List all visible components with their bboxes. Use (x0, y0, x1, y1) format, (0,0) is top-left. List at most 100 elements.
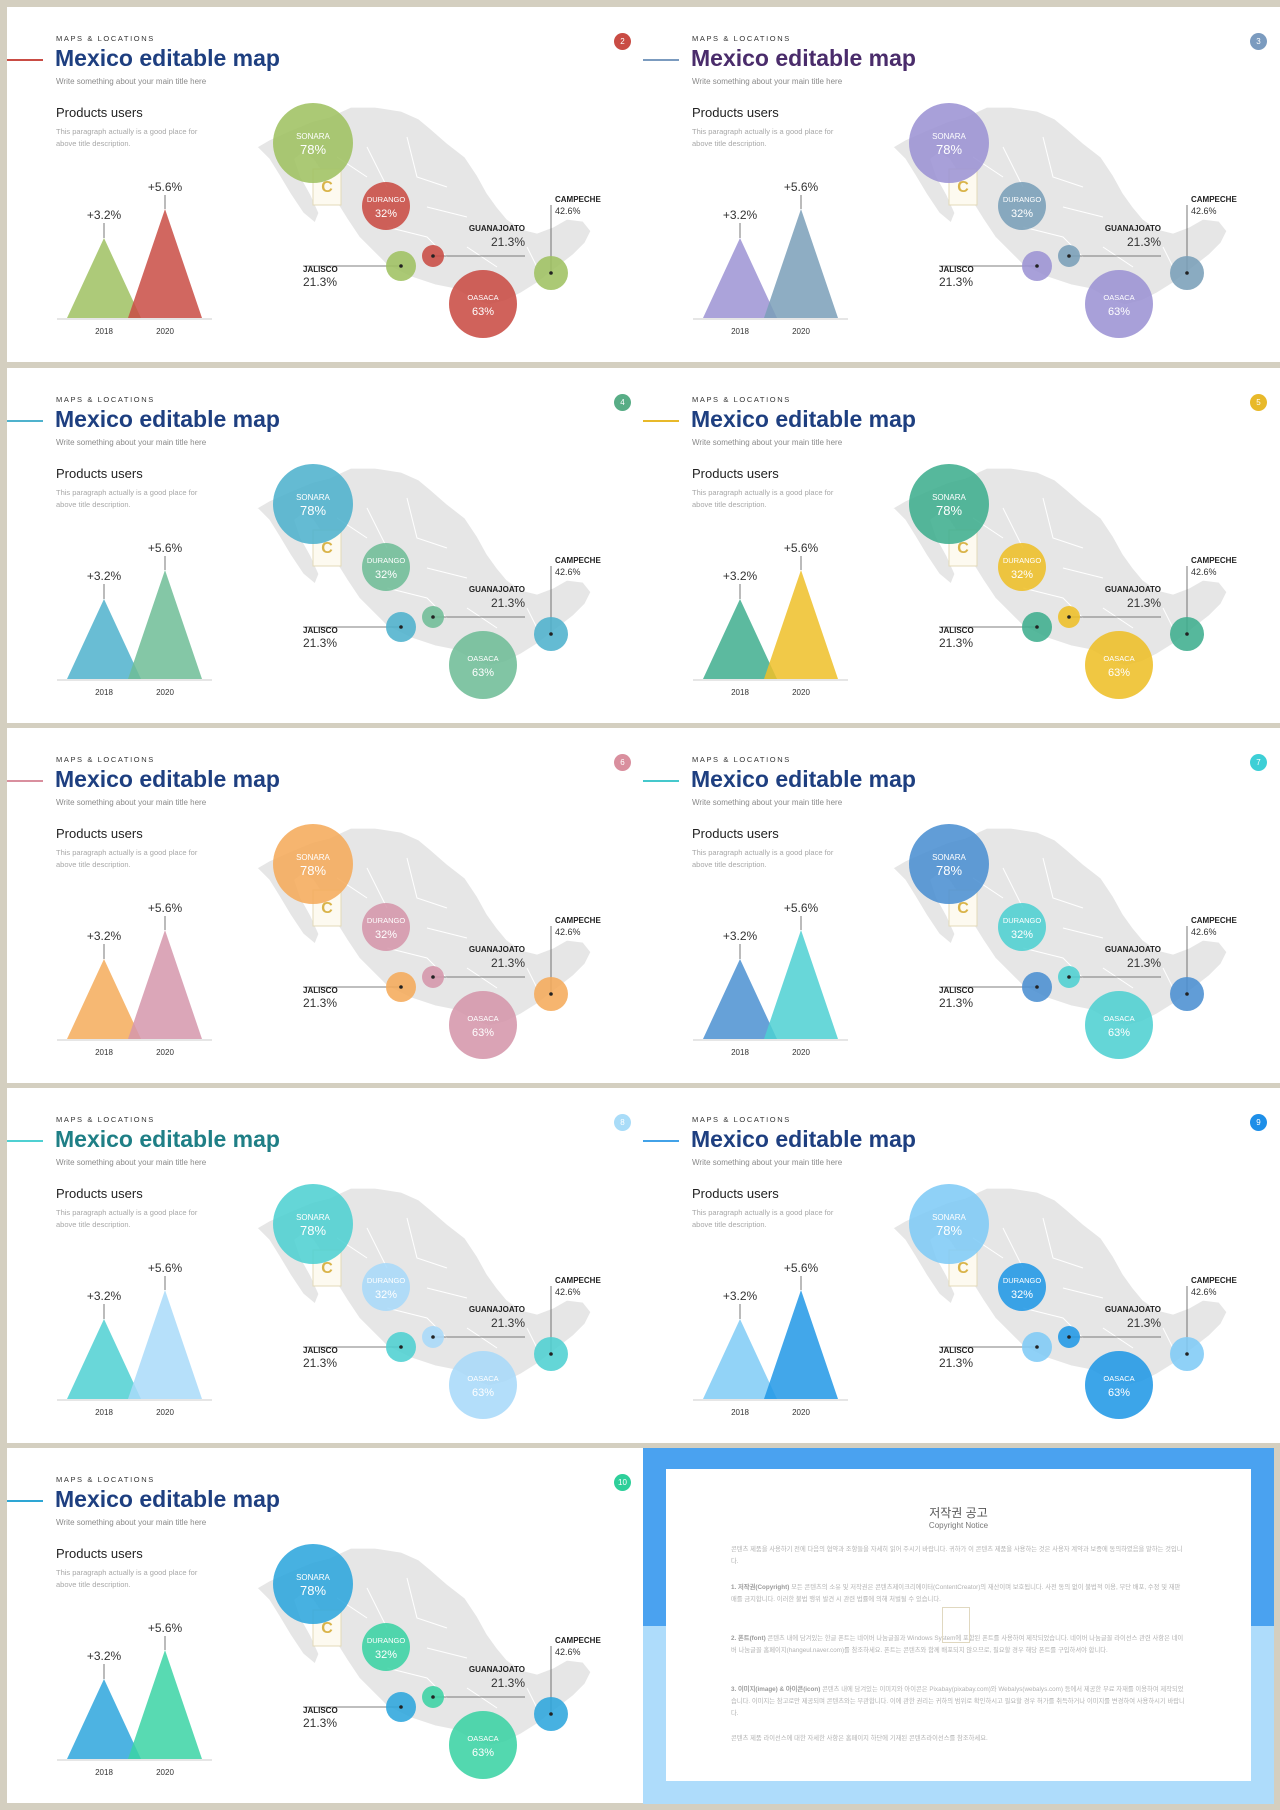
slide-title: Mexico editable map (691, 1126, 916, 1152)
products-description: This paragraph actually is a good place … (56, 487, 206, 511)
chart-triangle-2018 (67, 1319, 141, 1399)
region-value-sonora: 78% (936, 142, 962, 157)
region-name-guanajoato: GUANAJOATO (469, 1665, 525, 1674)
products-title: Products users (692, 105, 779, 120)
region-name-sonora: SONARA (296, 1213, 330, 1222)
products-title: Products users (692, 1186, 779, 1201)
page-number-badge: 2 (614, 33, 631, 50)
region-value-guanajoato: 21.3% (491, 235, 525, 249)
map-slide: MAPS & LOCATIONS Mexico editable map Write… (643, 7, 1280, 362)
campeche-callout-dot (549, 992, 553, 996)
region-value-campeche: 42.6% (555, 206, 581, 216)
title-accent-line (643, 59, 679, 61)
watermark-logo-mark: C (321, 179, 333, 196)
chart-category-label: 2018 (731, 1408, 749, 1417)
products-title: Products users (56, 1546, 143, 1561)
watermark-logo-icon (942, 1607, 970, 1643)
region-name-campeche: CAMPECHE (1191, 1276, 1237, 1285)
title-accent-line (7, 1140, 43, 1142)
page-number-badge: 4 (614, 394, 631, 411)
chart-category-label: 2018 (731, 327, 749, 336)
chart-triangle-2018 (703, 959, 777, 1039)
region-name-jalisco: JALISCO (303, 986, 338, 995)
region-bubble-oasaca (449, 270, 517, 338)
region-value-durango: 32% (375, 1289, 397, 1301)
campeche-callout-dot (1185, 271, 1189, 275)
chart-category-label: 2020 (792, 688, 810, 697)
chart-triangle-2020 (128, 930, 202, 1039)
products-description-line: This paragraph actually is a good place … (56, 127, 198, 136)
guanajoato-callout-dot (431, 975, 435, 979)
region-value-sonora: 78% (300, 1583, 326, 1598)
region-name-oasaca: OASACA (467, 1734, 498, 1743)
chart-growth-label: +3.2% (723, 929, 758, 943)
region-bubble-oasaca (449, 631, 517, 699)
slide-subtitle: Write something about your main title he… (56, 1158, 207, 1167)
chart-triangle-2018 (703, 599, 777, 679)
region-value-guanajoato: 21.3% (1127, 1316, 1161, 1330)
region-value-sonora: 78% (300, 1223, 326, 1238)
copyright-section-3-label: 3. 이미지(image) & 아이콘(icon) (731, 1686, 821, 1693)
chart-growth-label: +3.2% (87, 929, 122, 943)
chart-growth-label: +5.6% (148, 180, 183, 194)
region-name-campeche: CAMPECHE (1191, 195, 1237, 204)
region-value-guanajoato: 21.3% (491, 956, 525, 970)
chart-category-label: 2020 (792, 1048, 810, 1057)
region-name-guanajoato: GUANAJOATO (1105, 585, 1161, 594)
chart-growth-label: +5.6% (148, 1621, 183, 1635)
map-state-borders (336, 857, 538, 989)
title-accent-line (7, 59, 43, 61)
copyright-section-1-text: 모든 콘텐츠의 소유 및 저작권은 콘텐츠제이크리에이터(ContentCrea… (731, 1584, 1181, 1603)
region-name-jalisco: JALISCO (303, 1346, 338, 1355)
region-value-durango: 32% (1011, 929, 1033, 941)
region-value-jalisco: 21.3% (939, 996, 973, 1010)
region-value-campeche: 42.6% (1191, 1287, 1217, 1297)
map-slide: MAPS & LOCATIONS Mexico editable map Write… (7, 728, 644, 1083)
region-name-durango: DURANGO (1003, 556, 1042, 565)
region-bubble-durango (362, 1263, 410, 1311)
chart-category-label: 2018 (731, 1048, 749, 1057)
region-value-oasaca: 63% (472, 667, 494, 679)
region-name-durango: DURANGO (1003, 916, 1042, 925)
guanajoato-callout-dot (1067, 1335, 1071, 1339)
section-kicker: MAPS & LOCATIONS (692, 34, 791, 43)
section-kicker: MAPS & LOCATIONS (692, 1115, 791, 1124)
slide-title: Mexico editable map (55, 1126, 280, 1152)
region-bubble-durango (362, 903, 410, 951)
region-bubble-sonora (273, 1544, 353, 1624)
products-description-line: This paragraph actually is a good place … (692, 1208, 834, 1217)
products-description-line: above title description. (692, 139, 767, 148)
region-value-campeche: 42.6% (555, 567, 581, 577)
products-description-line: above title description. (56, 139, 131, 148)
chart-category-label: 2018 (95, 688, 113, 697)
region-bubble-oasaca (1085, 270, 1153, 338)
region-value-sonora: 78% (300, 863, 326, 878)
slide-title: Mexico editable map (55, 1486, 280, 1512)
chart-growth-label: +3.2% (87, 1289, 122, 1303)
region-value-campeche: 42.6% (555, 1287, 581, 1297)
map-state-borders (972, 857, 1174, 989)
products-description-line: above title description. (56, 1580, 131, 1589)
slide-title: Mexico editable map (55, 406, 280, 432)
region-bubble-durango (362, 1623, 410, 1671)
chart-triangle-2018 (67, 959, 141, 1039)
region-value-oasaca: 63% (472, 1027, 494, 1039)
page-number-badge: 7 (1250, 754, 1267, 771)
region-value-sonora: 78% (936, 863, 962, 878)
products-description: This paragraph actually is a good place … (692, 487, 842, 511)
region-value-oasaca: 63% (1108, 667, 1130, 679)
products-description-line: above title description. (692, 500, 767, 509)
slide-subtitle: Write something about your main title he… (56, 1518, 207, 1527)
title-accent-line (643, 420, 679, 422)
region-value-guanajoato: 21.3% (1127, 235, 1161, 249)
watermark-logo-mark: C (957, 540, 969, 557)
title-accent-line (643, 1140, 679, 1142)
copyright-subtitle: Copyright Notice (928, 1521, 989, 1530)
copyright-section-1-label: 1. 저작권(Copyright) (731, 1584, 790, 1591)
title-accent-line (643, 780, 679, 782)
region-name-jalisco: JALISCO (939, 1346, 974, 1355)
region-name-oasaca: OASACA (467, 293, 498, 302)
campeche-callout-dot (1185, 992, 1189, 996)
copyright-intro: 콘텐츠 제품을 사용하기 전에 다음의 협약과 조항들을 자세히 읽어 주시기 … (731, 1546, 1183, 1565)
slide-title: Mexico editable map (55, 45, 280, 71)
